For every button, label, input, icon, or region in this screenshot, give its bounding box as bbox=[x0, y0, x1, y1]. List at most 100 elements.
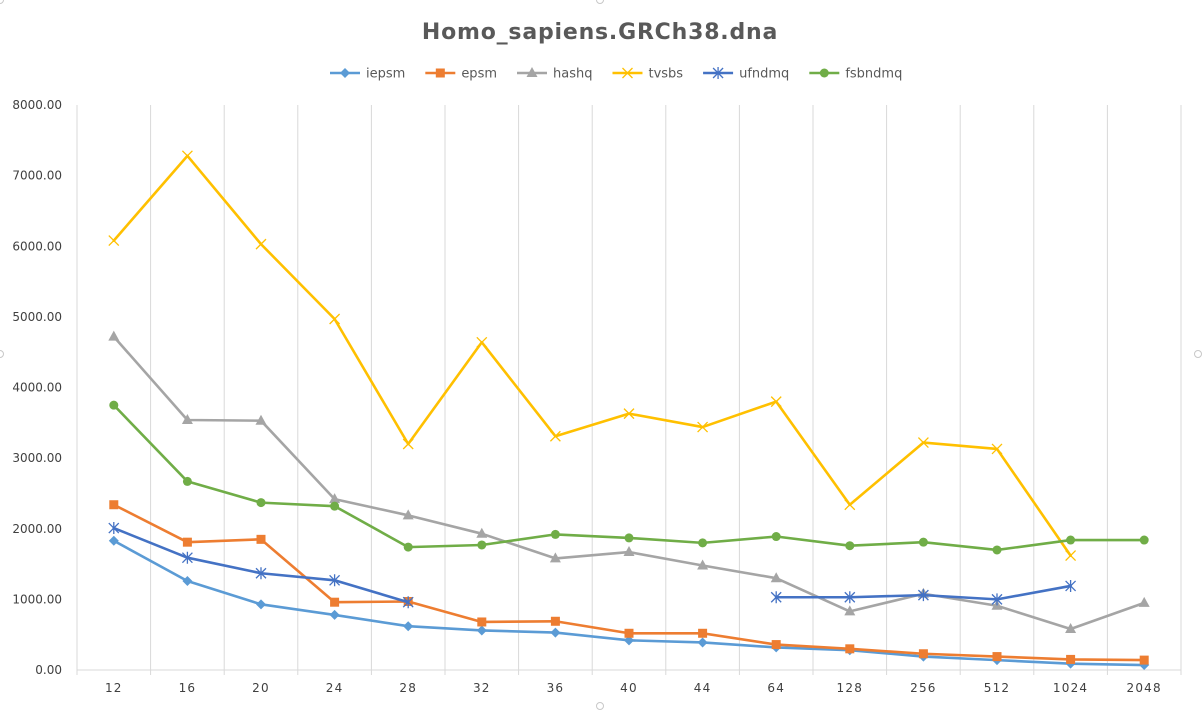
x-tick-label: 32 bbox=[473, 681, 491, 695]
data-point-epsm bbox=[330, 597, 340, 607]
data-point-hashq bbox=[181, 413, 193, 424]
legend: iepsm epsm hashq tvsbs ufndmq fsbndmq bbox=[330, 67, 902, 82]
x-tick-label: 20 bbox=[252, 681, 270, 695]
series-layer bbox=[108, 150, 1150, 671]
legend-marker-tvsbs bbox=[622, 67, 633, 79]
data-point-fsbndmq bbox=[845, 541, 855, 551]
x-tick-label: 1024 bbox=[1053, 681, 1088, 695]
data-point-tvsbs bbox=[549, 430, 561, 442]
data-point-hashq bbox=[476, 527, 488, 538]
data-point-tvsbs bbox=[329, 313, 341, 325]
data-point-epsm bbox=[256, 534, 266, 544]
data-point-iepsm bbox=[697, 637, 708, 648]
legend-marker-iepsm bbox=[340, 68, 350, 78]
legend-label-fsbndmq: fsbndmq bbox=[845, 67, 902, 82]
data-point-tvsbs bbox=[1065, 550, 1077, 562]
legend-marker-hashq bbox=[526, 67, 538, 77]
data-point-iepsm bbox=[182, 576, 193, 587]
data-point-epsm bbox=[1139, 655, 1149, 665]
data-point-ufndmq bbox=[108, 522, 120, 535]
x-tick-label: 2048 bbox=[1127, 681, 1162, 695]
series-tvsbs bbox=[108, 150, 1077, 562]
data-point-fsbndmq bbox=[256, 498, 266, 508]
legend-marker-ufndmq bbox=[712, 67, 724, 79]
data-point-hashq bbox=[255, 414, 267, 425]
legend-label-epsm: epsm bbox=[461, 67, 497, 82]
data-point-ufndmq bbox=[844, 591, 856, 604]
data-point-fsbndmq bbox=[330, 501, 340, 511]
legend-label-hashq: hashq bbox=[553, 67, 592, 82]
data-point-hashq bbox=[1138, 596, 1150, 607]
x-tick-label: 40 bbox=[620, 681, 638, 695]
data-point-tvsbs bbox=[255, 238, 267, 250]
resize-handle-right[interactable] bbox=[1194, 350, 1202, 358]
data-point-epsm bbox=[550, 616, 560, 626]
legend-label-tvsbs: tvsbs bbox=[648, 67, 683, 82]
data-point-ufndmq bbox=[1065, 579, 1077, 592]
data-point-tvsbs bbox=[991, 443, 1003, 455]
x-tick-label: 12 bbox=[105, 681, 123, 695]
x-axis: 12 16 20 24 28 32 36 40 44 64 128 256 512 1024 2048 bbox=[76, 669, 1182, 695]
series-line-hashq bbox=[112, 335, 1146, 631]
data-point-tvsbs bbox=[917, 437, 929, 449]
data-point-fsbndmq bbox=[550, 529, 560, 539]
data-point-iepsm bbox=[624, 635, 634, 646]
data-point-iepsm bbox=[108, 535, 119, 546]
data-point-iepsm bbox=[256, 599, 266, 610]
data-point-tvsbs bbox=[844, 499, 856, 511]
legend-item-hashq: hashq bbox=[517, 67, 592, 82]
data-point-hashq bbox=[1065, 623, 1077, 634]
legend-label-iepsm: iepsm bbox=[366, 67, 405, 82]
y-tick-label: 0.00 bbox=[35, 663, 62, 677]
legend-item-ufndmq: ufndmq bbox=[703, 67, 789, 82]
x-tick-label: 28 bbox=[399, 681, 417, 695]
data-point-epsm bbox=[698, 628, 708, 638]
y-tick-label: 2000.00 bbox=[12, 522, 62, 536]
y-tick-label: 4000.00 bbox=[12, 381, 62, 395]
data-point-epsm bbox=[771, 640, 781, 650]
y-tick-label: 7000.00 bbox=[12, 169, 62, 183]
series-line-iepsm bbox=[112, 539, 1146, 667]
data-point-epsm bbox=[992, 652, 1002, 662]
series-fsbndmq bbox=[109, 400, 1149, 555]
data-point-epsm bbox=[918, 649, 928, 659]
data-point-hashq bbox=[549, 552, 561, 563]
data-point-fsbndmq bbox=[477, 540, 487, 550]
data-point-fsbndmq bbox=[771, 532, 781, 542]
data-point-ufndmq bbox=[255, 567, 267, 580]
x-tick-label: 128 bbox=[837, 681, 864, 695]
data-point-iepsm bbox=[329, 609, 340, 620]
legend-item-fsbndmq: fsbndmq bbox=[809, 67, 902, 82]
y-tick-label: 3000.00 bbox=[12, 451, 62, 465]
series-line-tvsbs bbox=[112, 154, 1072, 557]
data-point-tvsbs bbox=[108, 235, 120, 247]
data-point-epsm bbox=[1066, 654, 1076, 664]
data-point-hashq bbox=[770, 572, 782, 583]
x-tick-label: 256 bbox=[910, 681, 937, 695]
y-tick-label: 1000.00 bbox=[12, 592, 62, 606]
x-tick-label: 44 bbox=[694, 681, 712, 695]
data-point-ufndmq bbox=[329, 574, 341, 587]
data-point-fsbndmq bbox=[403, 542, 413, 552]
data-point-tvsbs bbox=[402, 438, 414, 450]
data-point-iepsm bbox=[550, 627, 561, 638]
x-tick-label: 512 bbox=[984, 681, 1011, 695]
legend-item-tvsbs: tvsbs bbox=[612, 67, 683, 82]
data-point-tvsbs bbox=[623, 408, 635, 420]
data-point-ufndmq bbox=[770, 591, 782, 604]
data-point-epsm bbox=[845, 644, 855, 654]
data-point-fsbndmq bbox=[1066, 535, 1076, 545]
data-point-tvsbs bbox=[770, 396, 782, 408]
data-point-fsbndmq bbox=[992, 545, 1002, 555]
data-point-hashq bbox=[108, 330, 120, 341]
legend-item-iepsm: iepsm bbox=[330, 67, 405, 82]
legend-item-epsm: epsm bbox=[425, 67, 497, 82]
data-point-tvsbs bbox=[181, 150, 193, 162]
resize-handle-bottom[interactable] bbox=[596, 702, 604, 710]
data-point-fsbndmq bbox=[624, 533, 634, 543]
y-tick-label: 8000.00 bbox=[12, 98, 62, 112]
data-point-hashq bbox=[623, 546, 635, 557]
data-point-iepsm bbox=[403, 621, 414, 632]
